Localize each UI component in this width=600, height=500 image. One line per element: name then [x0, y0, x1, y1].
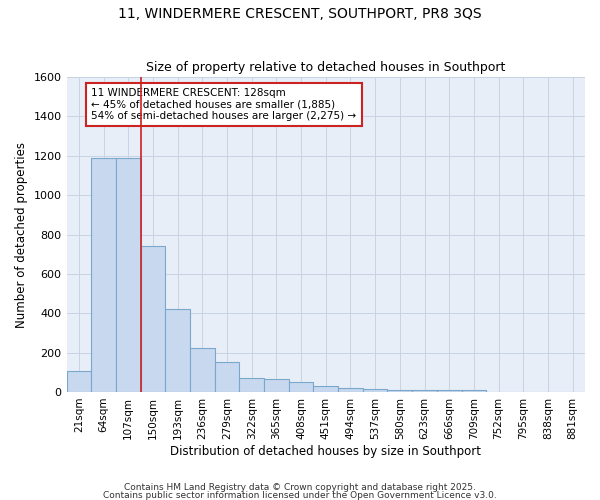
Bar [313, 386, 338, 392]
Bar [165, 310, 190, 392]
Bar [338, 388, 363, 392]
Bar [412, 390, 437, 392]
Text: Contains HM Land Registry data © Crown copyright and database right 2025.: Contains HM Land Registry data © Crown c… [124, 484, 476, 492]
Bar [388, 390, 412, 392]
Text: 11, WINDERMERE CRESCENT, SOUTHPORT, PR8 3QS: 11, WINDERMERE CRESCENT, SOUTHPORT, PR8 … [118, 8, 482, 22]
Bar [289, 382, 313, 392]
Bar [140, 246, 165, 392]
Bar [116, 158, 140, 392]
Text: Contains public sector information licensed under the Open Government Licence v3: Contains public sector information licen… [103, 490, 497, 500]
Bar [461, 390, 486, 392]
Y-axis label: Number of detached properties: Number of detached properties [15, 142, 28, 328]
Bar [363, 389, 388, 392]
Bar [67, 372, 91, 392]
Bar [190, 348, 215, 392]
Bar [239, 378, 264, 392]
Title: Size of property relative to detached houses in Southport: Size of property relative to detached ho… [146, 62, 505, 74]
Text: 11 WINDERMERE CRESCENT: 128sqm
← 45% of detached houses are smaller (1,885)
54% : 11 WINDERMERE CRESCENT: 128sqm ← 45% of … [91, 88, 356, 121]
X-axis label: Distribution of detached houses by size in Southport: Distribution of detached houses by size … [170, 444, 481, 458]
Bar [437, 390, 461, 392]
Bar [264, 379, 289, 392]
Bar [91, 158, 116, 392]
Bar [215, 362, 239, 392]
